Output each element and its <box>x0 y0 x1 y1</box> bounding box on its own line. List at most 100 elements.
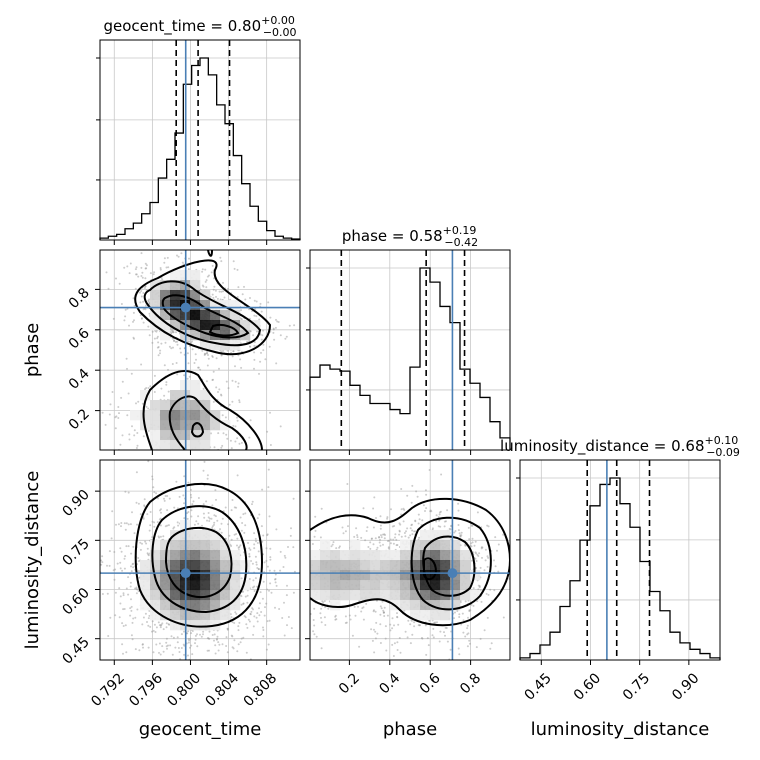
scatter-point <box>319 536 322 539</box>
scatter-point <box>133 319 135 322</box>
scatter-point <box>149 511 152 513</box>
scatter-point <box>167 524 170 527</box>
scatter-point <box>147 387 150 389</box>
scatter-point <box>348 614 351 617</box>
density-cell <box>430 530 441 541</box>
scatter-point <box>214 289 217 292</box>
density-cell <box>190 610 201 621</box>
scatter-point <box>239 544 242 547</box>
scatter-point <box>207 357 210 360</box>
scatter-point <box>261 334 264 337</box>
density-cell <box>410 600 421 611</box>
scatter-point <box>128 433 131 436</box>
scatter-point <box>239 516 242 519</box>
scatter-point <box>222 290 225 293</box>
scatter-point <box>170 331 173 334</box>
density-cell <box>360 590 371 601</box>
scatter-point <box>353 535 356 538</box>
density-cell <box>200 540 211 551</box>
x-tick-label: 0.792 <box>88 670 128 710</box>
scatter-point <box>218 643 221 646</box>
scatter-point <box>369 541 372 544</box>
scatter-point <box>112 569 115 572</box>
density-cell <box>440 560 451 571</box>
scatter-point <box>292 497 295 500</box>
scatter-point <box>190 644 193 647</box>
scatter-point <box>426 637 429 640</box>
scatter-point <box>212 296 215 299</box>
scatter-point <box>346 483 349 485</box>
scatter-point <box>125 651 128 654</box>
scatter-point <box>135 402 137 405</box>
scatter-point <box>122 592 125 595</box>
scatter-point <box>427 644 430 647</box>
scatter-point <box>113 578 116 581</box>
scatter-point <box>194 353 197 356</box>
panel-frame <box>309 459 511 661</box>
scatter-point <box>315 635 318 638</box>
density-cell <box>160 560 171 571</box>
scatter-point <box>224 506 227 509</box>
scatter-point <box>236 537 239 540</box>
scatter-point <box>152 629 155 632</box>
density-cell <box>460 590 471 601</box>
scatter-point <box>118 282 121 285</box>
scatter-point <box>424 624 427 627</box>
density-cell <box>430 550 441 561</box>
scatter-point <box>202 512 205 515</box>
scatter-point <box>109 616 112 619</box>
scatter-point <box>243 285 245 288</box>
density-cell <box>390 560 401 571</box>
scatter-point <box>178 651 181 653</box>
scatter-point <box>183 502 185 505</box>
scatter-point <box>230 509 233 512</box>
scatter-point <box>312 619 315 621</box>
scatter-point <box>272 331 275 334</box>
scatter-point <box>108 564 111 567</box>
scatter-point <box>212 400 215 403</box>
scatter-point <box>147 624 150 627</box>
scatter-point <box>415 490 418 493</box>
density-cell <box>350 560 361 571</box>
scatter-point <box>149 385 152 388</box>
scatter-point <box>466 624 469 627</box>
scatter-point <box>383 606 386 609</box>
scatter-point <box>186 352 189 355</box>
scatter-point <box>191 653 194 656</box>
scatter-point <box>419 624 421 627</box>
scatter-point <box>244 524 247 527</box>
density-cell <box>210 310 221 321</box>
density-cell <box>370 590 381 601</box>
scatter-point <box>130 372 133 375</box>
scatter-point <box>250 610 253 613</box>
scatter-point <box>389 542 392 545</box>
scatter-point <box>175 480 178 483</box>
scatter-point <box>135 266 138 269</box>
density-cell <box>190 420 201 431</box>
scatter-point <box>142 321 145 324</box>
density-cell <box>230 600 241 611</box>
density-cell <box>410 610 421 621</box>
scatter-point <box>207 512 210 514</box>
scatter-point <box>255 561 258 564</box>
y-tick-label: 0.75 <box>59 536 92 569</box>
scatter-point <box>494 536 497 539</box>
scatter-point <box>134 648 137 651</box>
scatter-point <box>438 640 441 643</box>
scatter-point <box>278 608 281 610</box>
scatter-point <box>206 364 209 367</box>
scatter-point <box>165 637 168 640</box>
scatter-point <box>391 643 394 646</box>
scatter-point <box>413 621 416 624</box>
contour-inner <box>164 526 233 598</box>
density-cell <box>380 590 391 601</box>
scatter-point <box>124 308 127 311</box>
density-cell <box>160 400 171 411</box>
density-cell <box>320 590 331 601</box>
scatter-point <box>118 412 120 415</box>
scatter-point <box>139 301 142 304</box>
scatter-point <box>119 602 122 605</box>
scatter-point <box>285 335 288 338</box>
density-cell <box>170 270 181 281</box>
scatter-point <box>469 642 471 645</box>
